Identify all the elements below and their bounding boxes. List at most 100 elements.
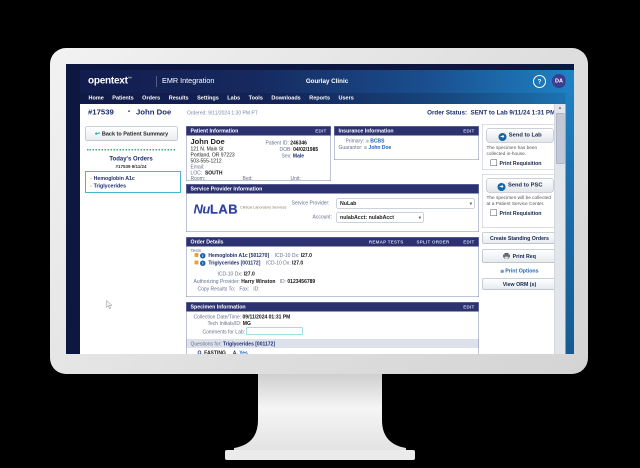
product-title: EMR Integration (162, 77, 215, 85)
sidebar-order-hemoglobin[interactable]: ▪ Hemoglobin A1c (90, 175, 135, 182)
specimen-panel-header: Specimen Information EDIT (186, 302, 479, 312)
patient-email-label: Email: (190, 164, 205, 171)
vertical-scrollbar[interactable]: ▲ (554, 104, 566, 354)
send-to-psc-button[interactable]: ➜ Send to PSC (486, 178, 554, 193)
patient-information-panel: Patient Information EDIT John Doe 121 N.… (186, 126, 331, 182)
order-icd: ICD-10 Dx: I27.0 (217, 271, 255, 278)
screen-edge-strip (565, 70, 574, 354)
bullet-icon: ▪ (90, 176, 92, 181)
account-select[interactable]: nulabAcct: nulabAcct ▾ (336, 212, 424, 223)
expand-icon[interactable]: ⊞ (363, 145, 368, 151)
content-area: ↩ Back to Patient Summary Today's Orders … (80, 122, 574, 354)
order-details-header: Order Details REMAP TESTS SPLIT ORDER ED… (186, 237, 479, 247)
order-details-panel: Order Details REMAP TESTS SPLIT ORDER ED… (186, 237, 479, 297)
nav-item-downloads[interactable]: Downloads (271, 95, 301, 101)
insurance-panel-header: Insurance Information EDIT (334, 126, 479, 136)
nav-item-patients[interactable]: Patients (112, 95, 134, 101)
service-provider-label: Service Provider: (291, 200, 330, 207)
send-to-lab-button[interactable]: ➜ Send to Lab (486, 128, 554, 143)
patient-unit-label: Unit: (290, 176, 301, 182)
nav-item-labs[interactable]: Labs (227, 95, 241, 101)
view-orm-button[interactable]: View ORM (s) (482, 278, 557, 290)
mouse-cursor (106, 299, 113, 312)
send-icon: ➜ (497, 183, 506, 191)
bullet-icon: ▪ (90, 183, 92, 189)
account-label: Account: (312, 214, 332, 221)
info-icon[interactable]: i (200, 260, 206, 266)
patient-id: Patient ID: 246346 (265, 140, 307, 147)
print-requisition-lab-row: Print Requisition (487, 159, 553, 167)
patient-phone: 503-555-1212 (190, 158, 222, 165)
scroll-up-icon[interactable]: ▲ (557, 105, 563, 110)
app-header: opentext™ EMR Integration Gourlay Clinic… (80, 70, 574, 93)
questions-bar: Questions for: Triglycerides [001172] (186, 339, 479, 348)
test-marker-icon (194, 260, 199, 265)
help-icon[interactable]: ? (533, 75, 546, 88)
print-requisition-psc-checkbox[interactable] (490, 209, 497, 216)
test-row-hemoglobin: i Hemoglobin A1c [501270] ICD-10 Dx: I27… (194, 253, 312, 259)
nav-item-settings[interactable]: Settings (197, 95, 219, 101)
patient-name-title: John Doe (136, 108, 172, 117)
expand-icon: ⊞ (500, 269, 504, 274)
order-status: Order Status: SENT to Lab 9/11/24 1:31 P… (427, 109, 565, 116)
nav-item-users[interactable]: Users (338, 95, 354, 101)
nav-item-results[interactable]: Results (168, 95, 189, 101)
specimen-edit-button[interactable]: EDIT (463, 304, 475, 310)
specimen-information-panel: Specimen Information EDIT Collection Dat… (186, 302, 479, 354)
comments-input[interactable] (246, 327, 303, 335)
order-separator: • (128, 108, 131, 115)
patient-dob: DOB: 04/02/1985 (279, 147, 319, 153)
main-nav: Home Patients Orders Results Settings La… (80, 93, 574, 104)
user-avatar[interactable]: DA (552, 74, 566, 88)
brand-divider (156, 76, 157, 87)
sidebar-divider (87, 149, 175, 151)
patient-address2: Portland, OR 97223 (190, 152, 235, 159)
authorizing-provider: Authorizing Provider: Harry Winston ID: … (193, 279, 316, 285)
print-options-link[interactable]: ⊞ Print Options (500, 268, 539, 274)
service-provider-panel: Service Provider Information NuLAB Clinic… (186, 184, 479, 232)
dropdown-icon: ▾ (418, 215, 421, 220)
todays-orders-box: ▪ Hemoglobin A1c ▪ Triglycerides (85, 171, 181, 193)
patient-panel-header: Patient Information EDIT (186, 126, 331, 136)
opentext-logo: opentext™ (88, 75, 132, 86)
scrollbar-thumb[interactable] (556, 113, 565, 164)
print-requisition-lab-checkbox[interactable] (490, 159, 497, 166)
insurance-primary: Primary: ⊞ BCBS (345, 138, 385, 145)
tests-label: Tests: (190, 248, 203, 253)
remap-tests-button[interactable]: REMAP TESTS (368, 239, 404, 245)
nav-item-home[interactable]: Home (88, 95, 104, 101)
sidebar-order-triglycerides[interactable]: ▪ Triglycerides (90, 183, 126, 189)
insurance-guarantor: Guarantor: ⊞ John Doe (338, 145, 392, 151)
emr-app-window: opentext™ EMR Integration Gourlay Clinic… (80, 70, 574, 354)
test-row-triglycerides: i Triglycerides [001172] ICD-10 Dx: I27.… (194, 260, 303, 266)
nulab-logo: NuLAB Clinical Laboratory Services (193, 201, 287, 217)
order-title-bar: #17539 • John Doe Ordered: 9/11/2024 1:3… (80, 104, 574, 123)
back-to-patient-summary-button[interactable]: ↩ Back to Patient Summary (85, 126, 178, 141)
split-order-button[interactable]: SPLIT ORDER (416, 239, 450, 245)
patient-edit-button[interactable]: EDIT (315, 128, 327, 134)
comments-for-lab: Comments for Lab: (203, 327, 303, 335)
monitor-stand (225, 374, 415, 460)
patient-room-label: Room: (190, 176, 206, 182)
copy-results-row: Copy Results To: Fax: ID: (197, 286, 260, 293)
nav-item-reports[interactable]: Reports (309, 95, 331, 101)
patient-address1: 121 N. Main St (190, 146, 224, 153)
info-icon[interactable]: i (200, 253, 206, 259)
send-to-psc-description: The specimen will be collected at a Pati… (486, 195, 551, 207)
nav-item-orders[interactable]: Orders (142, 95, 161, 101)
order-details-edit-button[interactable]: EDIT (463, 239, 475, 245)
dropdown-icon: ▾ (469, 201, 472, 206)
print-req-button[interactable]: Print Req (482, 249, 557, 263)
todays-orders-subtitle: #17539 9/11/24 (115, 164, 147, 169)
test-marker-icon (194, 253, 199, 257)
create-standing-orders-button[interactable]: Create Standing Orders (482, 232, 557, 244)
print-requisition-psc-row: Print Requisition (487, 209, 553, 217)
expand-icon[interactable]: ⊞ (365, 139, 369, 144)
nav-item-tools[interactable]: Tools (248, 95, 263, 101)
patient-name: John Doe (190, 137, 225, 147)
insurance-edit-button[interactable]: EDIT (463, 128, 475, 134)
service-provider-select[interactable]: NuLab ▾ (336, 198, 475, 209)
monitor-screen: opentext™ EMR Integration Gourlay Clinic… (66, 64, 574, 354)
send-to-lab-box: ➜ Send to Lab The specimen has been colle… (482, 124, 557, 170)
